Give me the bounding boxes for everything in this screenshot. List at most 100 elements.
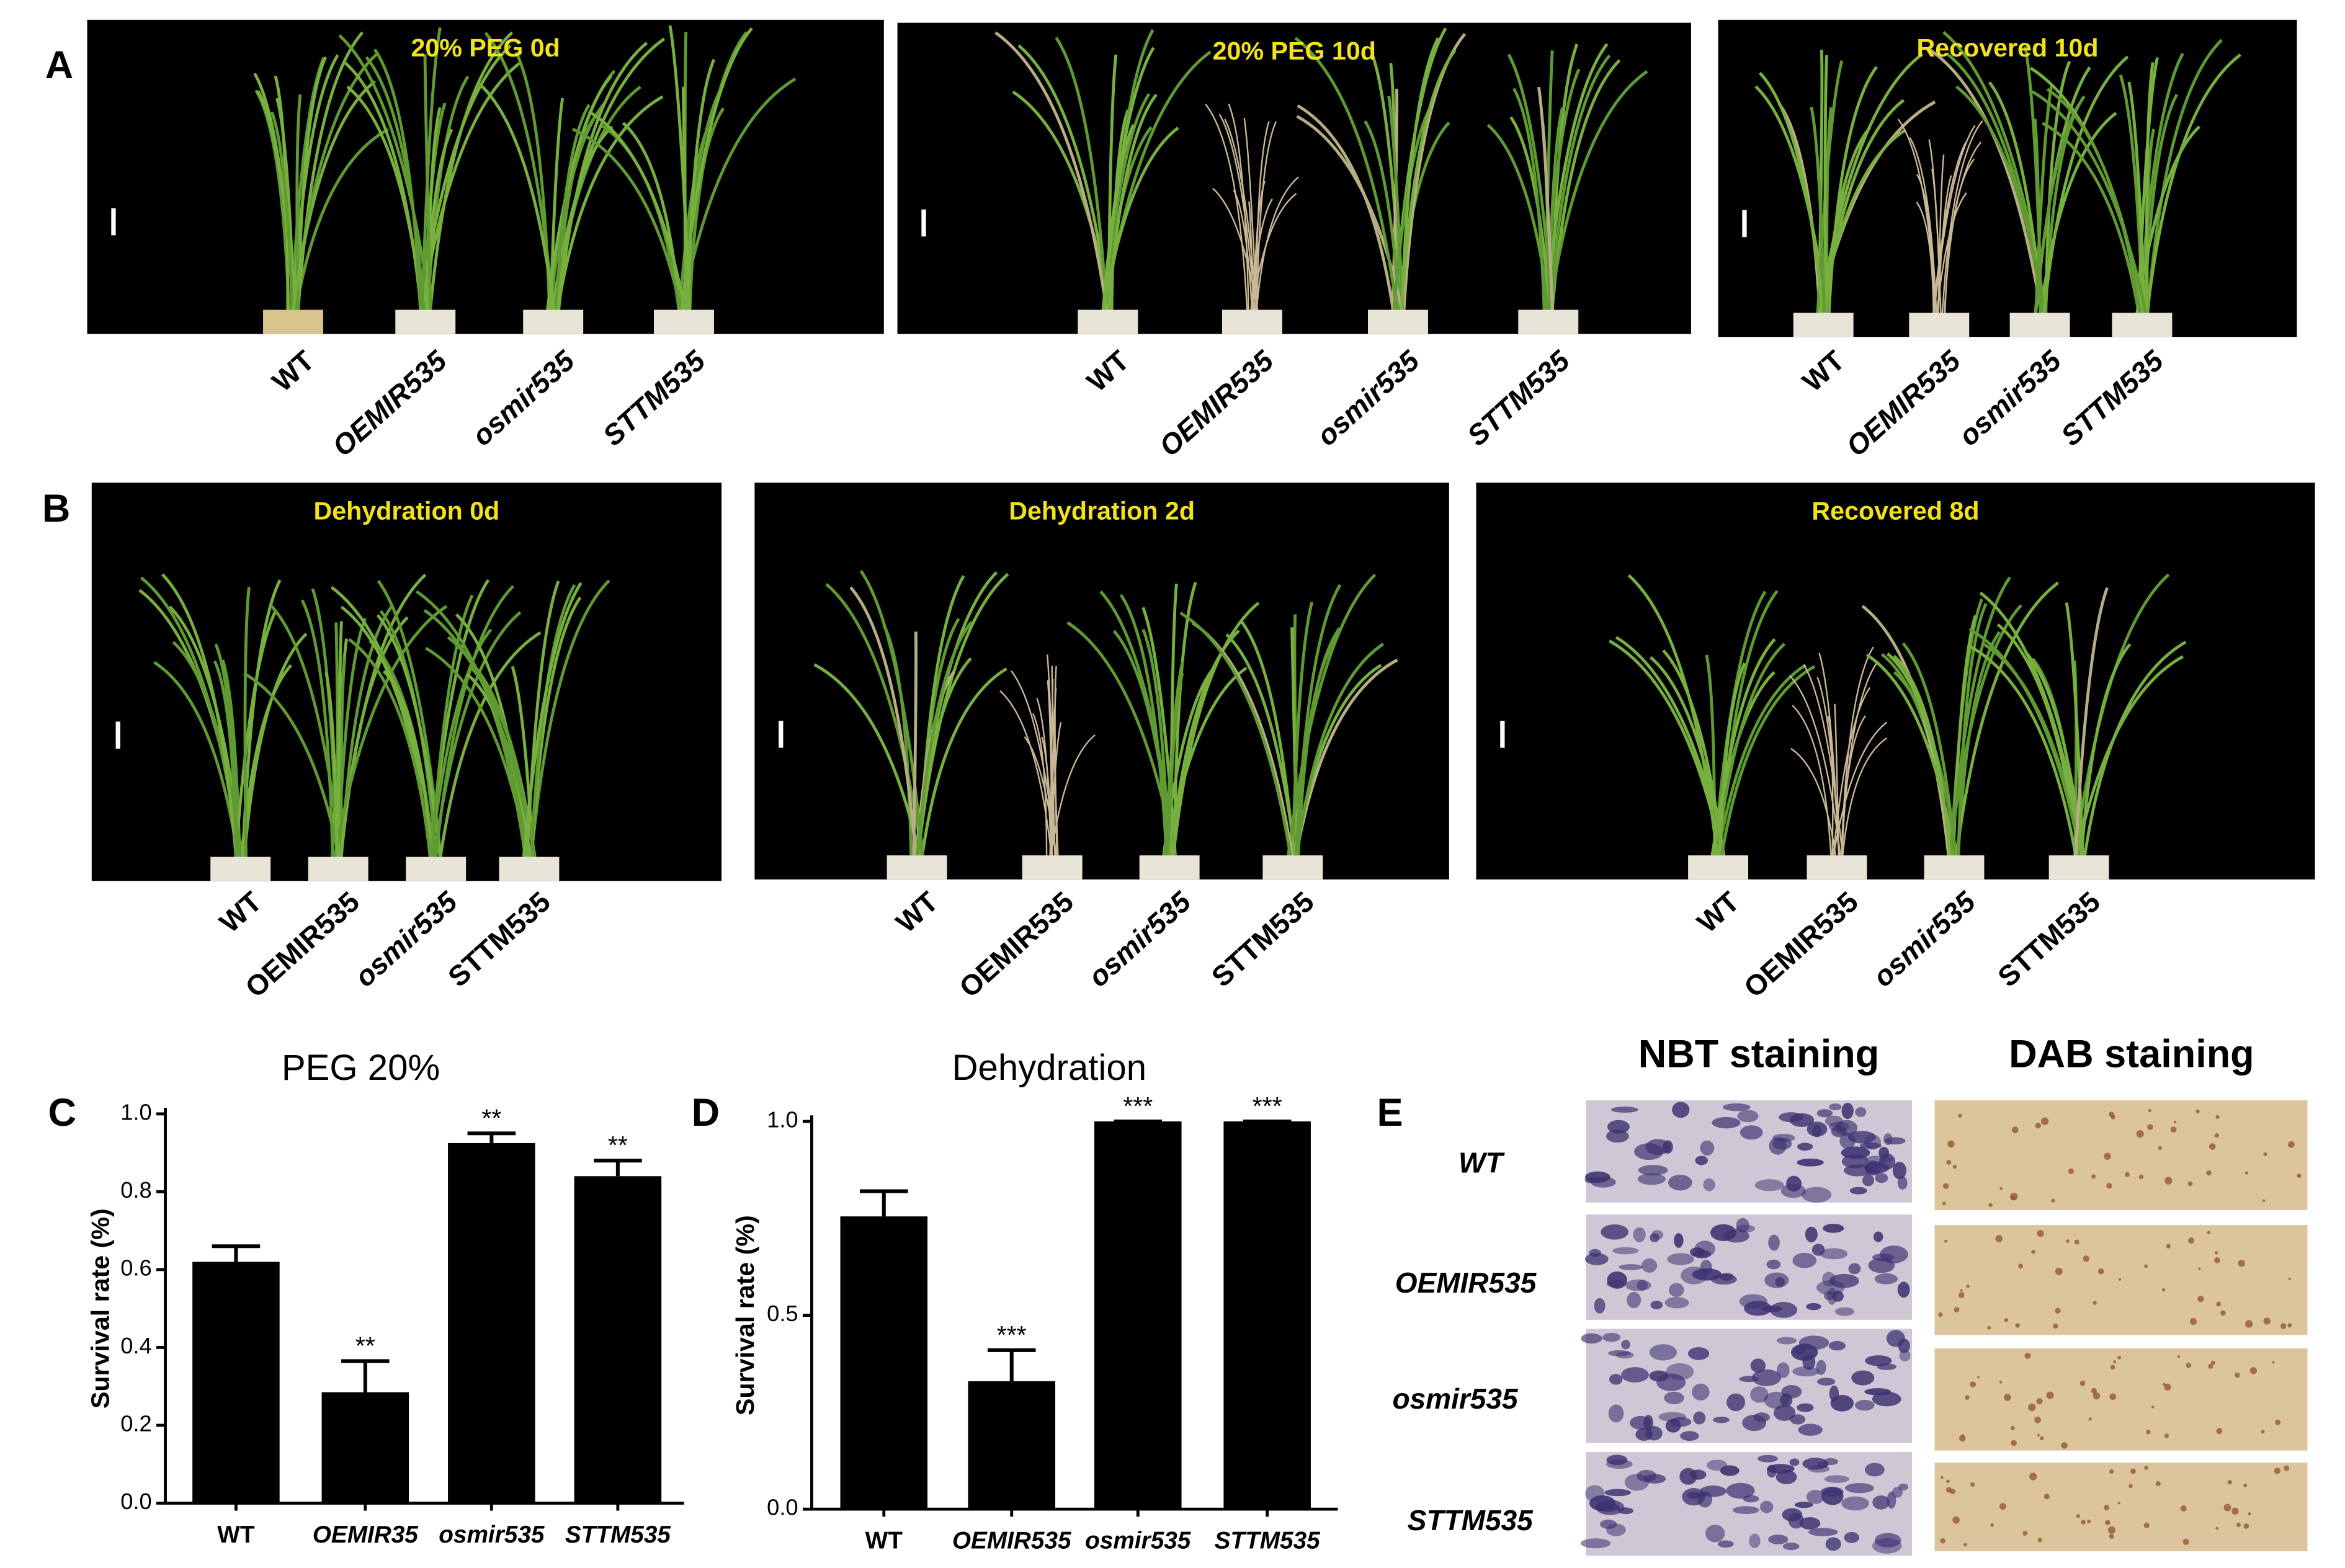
stain <box>1619 1263 1643 1270</box>
stain <box>1618 1507 1634 1515</box>
stain <box>1643 1414 1653 1432</box>
stain <box>2051 1198 2055 1203</box>
stain <box>1941 1476 1944 1479</box>
stain <box>2164 1177 2173 1185</box>
leaf <box>476 81 556 310</box>
stain <box>1606 1129 1629 1143</box>
x-tick-label: OEMIR535 <box>952 1528 1071 1554</box>
stain <box>1589 1495 1616 1512</box>
stain <box>1820 1248 1848 1260</box>
stain <box>2088 1417 2092 1421</box>
stain <box>2275 1419 2281 1425</box>
pot <box>654 310 714 334</box>
leaf <box>2039 112 2117 313</box>
stain <box>2011 1126 2019 1134</box>
leaf <box>1941 120 1983 313</box>
leaf <box>1509 116 1552 310</box>
stain <box>1761 1305 1783 1312</box>
stain <box>1739 1294 1767 1309</box>
stain <box>2151 1405 2155 1409</box>
stain <box>1664 1391 1684 1405</box>
leaf <box>2046 87 2142 313</box>
leaf <box>2031 90 2148 313</box>
stain <box>1637 1173 1666 1185</box>
stain <box>1874 1273 1898 1285</box>
stain <box>1799 1517 1821 1530</box>
leaf <box>429 628 493 857</box>
leaf <box>338 34 432 310</box>
stain <box>2220 1310 2226 1316</box>
stain <box>1855 1107 1867 1117</box>
stain <box>2248 1512 2251 1516</box>
stain <box>1880 1245 1908 1263</box>
stain <box>1775 1276 1785 1287</box>
stain <box>2037 1538 2042 1543</box>
plants <box>813 569 1398 880</box>
bar <box>448 1143 535 1503</box>
stain <box>1672 1102 1690 1118</box>
stain <box>2263 1317 2271 1325</box>
stain <box>1772 1138 1792 1150</box>
stain <box>1988 1203 1993 1208</box>
stain <box>1873 1231 1883 1242</box>
stain <box>1726 1482 1755 1499</box>
stain <box>2015 1323 2020 1328</box>
stain <box>2284 1465 2290 1471</box>
genotype-label: OEMIR535 <box>1840 344 1967 463</box>
leaf <box>2074 587 2109 856</box>
stain <box>1612 1247 1639 1255</box>
stain <box>1999 1503 2007 1510</box>
genotype-label: STTM535 <box>596 344 712 452</box>
stain <box>2188 1237 2194 1244</box>
stain <box>2143 1522 2150 1528</box>
stain <box>2223 1503 2231 1512</box>
stain <box>1779 1112 1803 1123</box>
pot <box>308 857 368 881</box>
genotype-label: osmir535 <box>1310 344 1426 452</box>
stain <box>1808 1528 1838 1536</box>
leaf <box>213 660 238 857</box>
stain <box>1841 1102 1854 1120</box>
genotype-label: osmir535 <box>466 344 581 452</box>
leaf <box>1243 118 1257 310</box>
stain <box>2138 1174 2144 1180</box>
leaf <box>813 663 921 856</box>
stain <box>2206 1170 2212 1176</box>
pot <box>1924 855 1985 880</box>
pot <box>1807 855 1867 880</box>
leaf <box>1179 612 1292 856</box>
leaf <box>423 54 432 310</box>
stain <box>1960 1289 1963 1292</box>
error-bar <box>467 1131 516 1143</box>
bar <box>1223 1121 1311 1510</box>
panel-letter: E <box>1377 1091 1403 1134</box>
stain <box>1700 1140 1715 1156</box>
plants <box>994 27 1648 334</box>
significance: *** <box>1123 1092 1153 1120</box>
stain <box>1606 1523 1626 1536</box>
leaf <box>243 586 251 857</box>
stain <box>2128 1484 2133 1489</box>
leaf <box>1400 37 1440 310</box>
dab-leaf <box>1934 1100 2308 1210</box>
stain <box>2031 1250 2035 1254</box>
pot <box>395 310 456 334</box>
stain <box>2249 1367 2258 1374</box>
leaf <box>377 580 442 857</box>
stain <box>1942 1201 1946 1206</box>
error-bar <box>212 1244 261 1262</box>
pot <box>1793 313 1854 337</box>
plants <box>1609 573 2187 880</box>
genotype-label: WT <box>1796 344 1851 398</box>
stain <box>1864 1463 1885 1477</box>
photo <box>87 19 884 334</box>
significance: ** <box>608 1131 628 1159</box>
leaf <box>270 111 294 310</box>
genotype-label: osmir535 <box>1952 344 2068 452</box>
leaf <box>430 594 474 857</box>
photo <box>754 483 1449 880</box>
stain <box>2130 1468 2136 1474</box>
leaf <box>1816 60 1844 313</box>
stain <box>1966 1285 1970 1288</box>
